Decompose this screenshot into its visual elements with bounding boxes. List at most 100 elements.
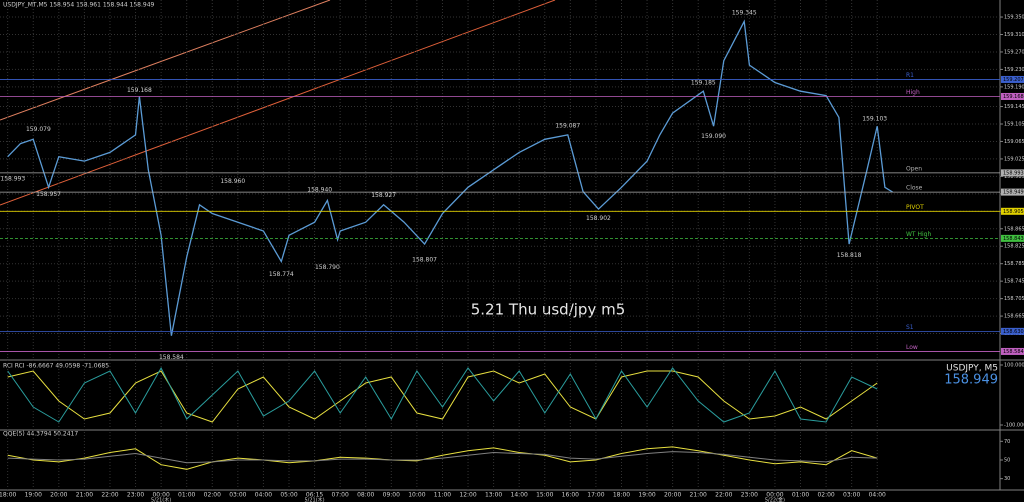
level-tag-label: 158.843 — [1003, 236, 1024, 242]
price-annotation: 158.993 — [0, 175, 25, 182]
y-tick-label: 158.665 — [1004, 314, 1024, 320]
x-tick-label: 18:00 — [0, 492, 16, 499]
x-tick-label: 07:00 — [332, 492, 349, 499]
x-tick-label: 19:00 — [25, 492, 42, 499]
level-tag-label: 159.168 — [1003, 94, 1024, 100]
y-tick-label: 50 — [1004, 458, 1010, 464]
price-annotation: 159.185 — [691, 80, 716, 87]
x-tick-label: 06:15 — [306, 492, 323, 499]
x-tick-label: 04:00 — [255, 492, 272, 499]
level-tag — [1001, 75, 1024, 83]
price-annotation: 158.902 — [586, 215, 611, 222]
level-name: High — [906, 89, 920, 96]
x-tick-label: 12:00 — [459, 492, 476, 499]
date-label: 5/22(金) — [765, 497, 785, 502]
x-tick-label: 05:00 — [280, 492, 297, 499]
price-annotation: 158.957 — [36, 191, 61, 198]
level-name: PIVOT — [906, 204, 924, 211]
level-tag-label: 159.207 — [1003, 77, 1024, 83]
level-name: Low — [906, 344, 918, 351]
level-tag — [1001, 188, 1024, 196]
series-line — [7, 366, 878, 423]
x-tick-label: 09:00 — [383, 492, 400, 499]
level-tag — [1001, 207, 1024, 215]
x-tick-label: 20:00 — [664, 492, 681, 499]
chart-annotation: 5.21 Thu usd/jpy m5 — [471, 301, 626, 319]
rci-title: RCI RCI -86.6667 49.0598 -71.0685 — [3, 363, 109, 370]
x-tick-label: 02:00 — [817, 492, 834, 499]
y-tick-label: 159.065 — [1004, 139, 1024, 145]
x-tick-label: 00:00 — [766, 492, 783, 499]
y-tick-label: 159.230 — [1004, 67, 1024, 73]
level-tag — [1001, 234, 1024, 242]
price-annotation: 158.818 — [837, 252, 862, 259]
x-tick-label: 01:00 — [792, 492, 809, 499]
x-tick-label: 23:00 — [741, 492, 758, 499]
trend-line — [0, 0, 331, 121]
level-name: Close — [906, 185, 923, 192]
x-tick-label: 00:00 — [152, 492, 169, 499]
x-tick-label: 03:00 — [229, 492, 246, 499]
symbol-label: USDJPY, M5 — [946, 364, 998, 374]
price-annotation: 158.960 — [220, 178, 245, 185]
y-tick-label: 158.825 — [1004, 244, 1024, 250]
price-annotation: 158.774 — [269, 271, 294, 278]
x-tick-label: 01:00 — [178, 492, 195, 499]
y-tick-label: 158.985 — [1004, 174, 1024, 180]
x-tick-label: 21:00 — [76, 492, 93, 499]
price-annotation: 159.090 — [701, 133, 726, 140]
date-label: 5/21(木) — [151, 497, 171, 502]
price-annotation: 158.807 — [412, 257, 437, 264]
y-tick-label: 159.025 — [1004, 156, 1024, 162]
x-tick-label: 14:00 — [511, 492, 528, 499]
x-tick-label: 21:00 — [690, 492, 707, 499]
y-tick-label: 158.865 — [1004, 226, 1024, 232]
level-name: S1 — [906, 324, 914, 331]
qqe-title: QQE(5) 44.3794 50.2417 — [3, 431, 78, 438]
level-tag-label: 158.993 — [1003, 170, 1024, 176]
x-tick-label: 11:00 — [434, 492, 451, 499]
x-tick-label: 18:00 — [613, 492, 630, 499]
level-tag-label: 158.584 — [1003, 349, 1024, 355]
level-name: WT High — [906, 231, 931, 238]
last-price: 158.949 — [944, 373, 998, 388]
y-tick-label: 70 — [1004, 439, 1010, 445]
y-tick-label: 159.350 — [1004, 15, 1024, 21]
price-annotation: 159.168 — [127, 87, 152, 94]
x-tick-label: 19:00 — [638, 492, 655, 499]
series-line — [7, 446, 878, 470]
y-tick-label: 159.105 — [1004, 121, 1024, 127]
x-tick-label: 08:00 — [357, 492, 374, 499]
price-annotation: 159.087 — [555, 122, 580, 129]
price-annotation: 159.345 — [732, 10, 757, 17]
level-tag — [1001, 327, 1024, 335]
y-tick-label: 158.705 — [1004, 296, 1024, 302]
x-tick-label: 02:00 — [204, 492, 221, 499]
level-tag-label: 158.630 — [1003, 329, 1024, 335]
y-tick-label: 159.270 — [1004, 49, 1024, 55]
x-tick-label: 17:00 — [587, 492, 604, 499]
y-tick-label: 159.310 — [1004, 32, 1024, 38]
x-tick-label: 15:00 — [536, 492, 553, 499]
price-annotation: 158.927 — [371, 192, 396, 199]
level-tag-label: 158.905 — [1003, 209, 1024, 215]
price-annotation: 159.103 — [862, 115, 887, 122]
price-annotation: 159.079 — [26, 126, 51, 133]
x-tick-label: 03:00 — [843, 492, 860, 499]
level-name: Open — [906, 165, 922, 172]
y-tick-label: 159.190 — [1004, 84, 1024, 90]
level-tag — [1001, 92, 1024, 100]
price-annotation: 158.790 — [315, 264, 340, 271]
price-annotation: 158.584 — [159, 354, 184, 361]
date-label: 5/21(木) — [305, 497, 325, 502]
y-tick-label: 30 — [1004, 476, 1010, 482]
x-tick-label: 13:00 — [485, 492, 502, 499]
level-name: R1 — [906, 72, 914, 79]
y-tick-label: 158.745 — [1004, 279, 1024, 285]
x-tick-label: 20:00 — [50, 492, 67, 499]
